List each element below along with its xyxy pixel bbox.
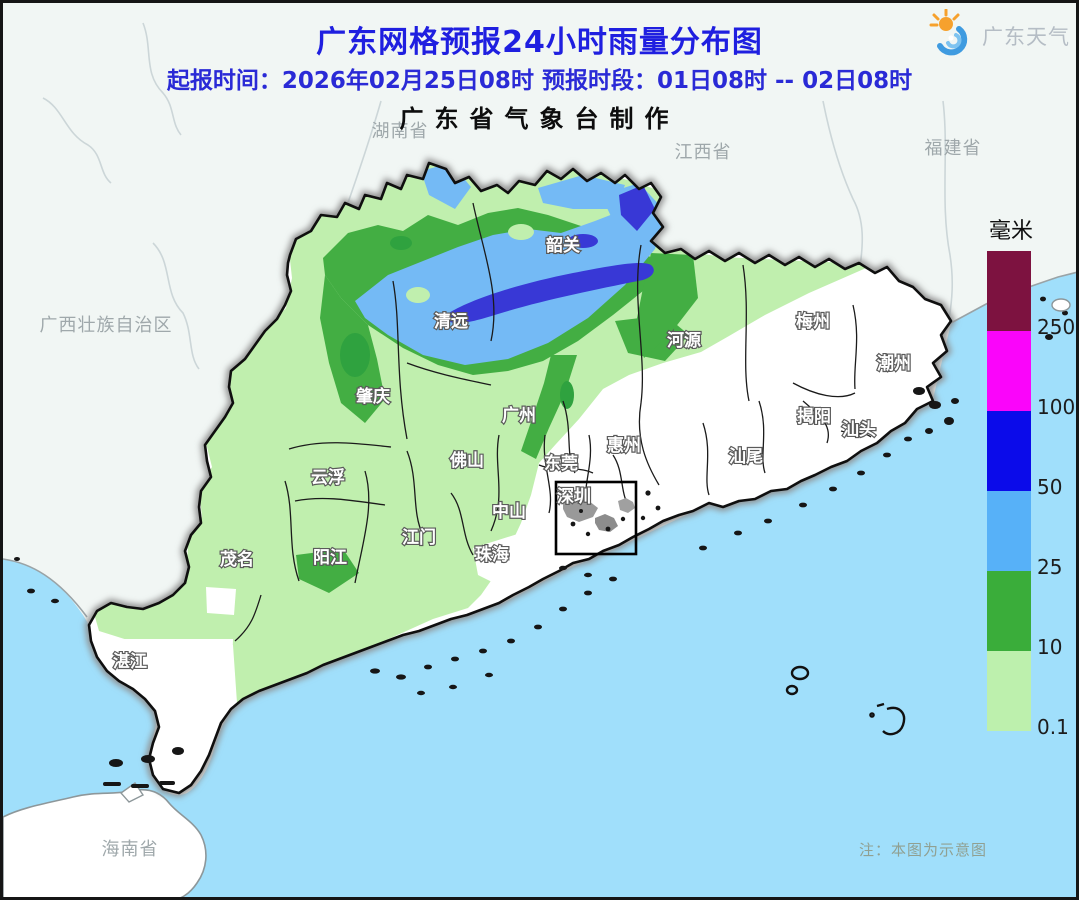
legend-value: 10: [1037, 635, 1063, 659]
city-label-潮州: 潮州: [877, 353, 911, 374]
city-label-云浮: 云浮: [311, 467, 345, 488]
city-label-湛江: 湛江: [113, 651, 147, 672]
legend-swatch-50: [987, 411, 1031, 491]
legend-swatch-250: [987, 251, 1031, 331]
prov-label-广西壮族自治区: 广西壮族自治区: [40, 315, 173, 336]
prov-label-湖南省: 湖南省: [372, 121, 429, 142]
city-label-河源: 河源: [667, 330, 701, 351]
city-label-广州: 广州: [502, 405, 536, 426]
prov-label-江西省: 江西省: [675, 142, 732, 163]
legend-swatch-25: [987, 491, 1031, 571]
legend-title: 毫米: [989, 219, 1034, 244]
hongkong-inset-box: [554, 480, 638, 556]
city-label-清远: 清远: [434, 311, 468, 332]
producer-label: 广东省气象台制作: [399, 105, 680, 133]
legend-value: 25: [1037, 555, 1063, 579]
forecast-time-subtitle: 起报时间：2026年02月25日08时 预报时段：01日08时 -- 02日08…: [166, 68, 913, 94]
legend-value: 0.1: [1037, 715, 1069, 739]
fujian-island: [1051, 298, 1071, 312]
sea-ring-islands: [785, 665, 906, 736]
city-label-阳江: 阳江: [313, 548, 347, 568]
prov-label-海南省: 海南省: [102, 839, 159, 860]
page-title: 广东网格预报24小时雨量分布图: [316, 25, 763, 60]
city-label-中山: 中山: [492, 501, 526, 522]
islands: [14, 296, 1068, 788]
city-label-惠州: 惠州: [607, 435, 641, 456]
hainan-island: [3, 788, 207, 897]
city-label-揭阳: 揭阳: [797, 406, 831, 427]
legend-value: 250: [1037, 315, 1076, 339]
city-label-深圳: 深圳: [557, 486, 591, 507]
city-label-东莞: 东莞: [544, 453, 578, 474]
city-label-珠海: 珠海: [475, 544, 509, 565]
legend-value: 100: [1037, 395, 1076, 419]
city-label-肇庆: 肇庆: [356, 386, 390, 407]
city-label-汕头: 汕头: [842, 420, 876, 440]
city-boundaries: [234, 202, 872, 642]
city-label-茂名: 茂名: [220, 549, 254, 570]
city-label-汕尾: 汕尾: [729, 447, 763, 467]
legend-scale: 250 100 50 25 10 0.1: [987, 251, 1076, 739]
legend-swatch-0.1: [987, 651, 1031, 731]
rainfall-patches: [91, 163, 873, 792]
city-label-梅州: 梅州: [796, 311, 830, 332]
legend-swatch-10: [987, 571, 1031, 651]
legend-swatch-100: [987, 331, 1031, 411]
neighbor-coastline: [3, 558, 88, 618]
legend-value: 50: [1037, 475, 1063, 499]
weather-logo-icon: [929, 9, 968, 56]
guangdong-weather-logo: 广东天气: [926, 9, 1070, 63]
prov-label-福建省: 福建省: [925, 138, 982, 159]
hongkong-area: [554, 480, 661, 556]
disclaimer-note: 注：本图为示意图: [859, 841, 988, 859]
logo-text: 广东天气: [982, 25, 1070, 49]
legend: 毫米 250 100 50 25 10 0.1: [987, 213, 1076, 739]
city-label-佛山: 佛山: [449, 450, 484, 471]
city-label-江门: 江门: [402, 527, 436, 548]
city-label-韶关: 韶关: [546, 235, 580, 256]
